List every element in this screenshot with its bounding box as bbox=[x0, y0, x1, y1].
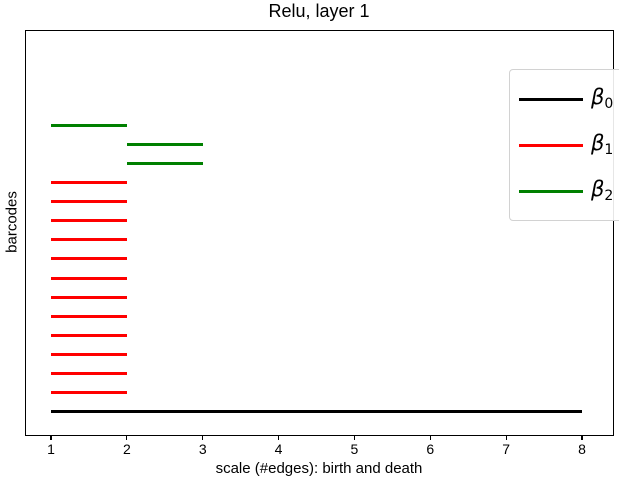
plot-area: β0 β1 β2 bbox=[25, 30, 619, 436]
x-tick-mark bbox=[277, 435, 280, 440]
legend-entry-beta1: β1 bbox=[510, 123, 619, 167]
barcode-bar-beta2 bbox=[51, 123, 127, 127]
barcode-bar-beta1 bbox=[51, 238, 127, 242]
barcode-bar-beta1 bbox=[51, 276, 127, 280]
barcode-bar-beta1 bbox=[51, 353, 127, 357]
x-tick-mark bbox=[202, 435, 204, 440]
beta1-line-swatch bbox=[519, 143, 583, 147]
barcode-bar-beta1 bbox=[51, 314, 127, 318]
beta-subscript: 0 bbox=[604, 96, 614, 112]
beta2-line-swatch bbox=[519, 189, 583, 193]
x-tick-label: 1 bbox=[47, 441, 55, 457]
x-axis-label: scale (#edges): birth and death bbox=[215, 460, 423, 477]
x-tick-label: 3 bbox=[198, 441, 207, 457]
barcode-bar-beta1 bbox=[51, 391, 127, 395]
barcode-bar-beta1 bbox=[51, 333, 127, 337]
barcode-bar-beta1 bbox=[51, 219, 127, 223]
barcode-bar-beta2 bbox=[126, 161, 203, 165]
beta-symbol: β bbox=[591, 131, 605, 155]
x-tick-label: 5 bbox=[350, 441, 359, 457]
barcode-bar-beta1 bbox=[51, 295, 127, 299]
barcode-bar-beta0 bbox=[51, 410, 583, 414]
x-tick-label: 4 bbox=[274, 441, 283, 457]
x-tick-label: 6 bbox=[426, 441, 435, 457]
x-tick-label: 2 bbox=[122, 441, 131, 457]
x-tick-mark bbox=[50, 435, 52, 440]
x-tick-label: 8 bbox=[578, 441, 586, 457]
beta-subscript: 2 bbox=[604, 188, 614, 204]
legend-entry-beta2: β2 bbox=[510, 169, 619, 213]
x-tick-mark bbox=[429, 435, 431, 440]
barcode-bar-beta1 bbox=[51, 257, 127, 261]
y-axis-label: barcodes bbox=[3, 191, 21, 253]
beta-symbol: β bbox=[591, 85, 605, 109]
chart-title: Relu, layer 1 bbox=[268, 1, 370, 21]
legend-label-beta1: β1 bbox=[591, 131, 614, 158]
x-tick-mark bbox=[505, 435, 507, 440]
barcode-bar-beta1 bbox=[51, 200, 127, 204]
x-tick-mark bbox=[126, 435, 128, 440]
beta0-line-swatch bbox=[519, 97, 583, 101]
legend: β0 β1 β2 bbox=[509, 69, 619, 221]
beta-symbol: β bbox=[591, 177, 605, 201]
legend-label-beta2: β2 bbox=[591, 177, 614, 204]
barcode-bar-beta1 bbox=[51, 180, 127, 184]
legend-label-beta0: β0 bbox=[591, 85, 614, 112]
barcode-bar-beta2 bbox=[126, 142, 203, 146]
barcode-bar-beta1 bbox=[51, 372, 127, 376]
legend-entry-beta0: β0 bbox=[510, 77, 619, 121]
x-tick-mark bbox=[581, 435, 583, 440]
x-tick-label: 7 bbox=[502, 441, 511, 457]
x-tick-mark bbox=[353, 435, 356, 440]
beta-subscript: 1 bbox=[604, 142, 614, 158]
